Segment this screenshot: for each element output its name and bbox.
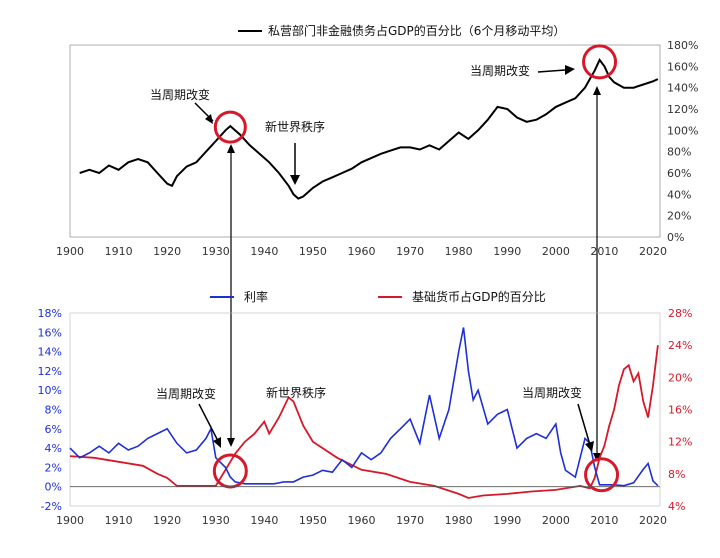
top-x-tick-label: 1960 (348, 245, 376, 258)
bottom-left-y-tick-label: 2% (45, 461, 62, 474)
top-y-tick-label: 180% (667, 39, 698, 52)
bottom-left-y-tick-label: 6% (45, 423, 62, 436)
bottom-x-tick-label: 1900 (56, 514, 84, 527)
top-annotation-arrowhead-3 (565, 65, 575, 75)
cycle-change-circle-bottom-1930s (212, 453, 248, 489)
bottom-right-y-tick-label: 28% (668, 307, 692, 320)
bottom-left-y-tick-label: 0% (45, 481, 62, 494)
bottom-right-y-tick-label: 8% (668, 468, 685, 481)
top-x-axis: 1900 1910 1920 1930 1940 1950 1960 1970 1980 1990… (56, 245, 667, 258)
top-x-tick-label: 1940 (250, 245, 278, 258)
connector-1930s-head-down (227, 438, 235, 447)
top-x-tick-label: 2010 (590, 245, 618, 258)
bottom-left-y-axis: -2% 0% 2% 4% 6% 8% 10% 12% 14% 16% 18% (38, 307, 62, 513)
top-x-tick-label: 1900 (56, 245, 84, 258)
top-y-tick-label: 160% (667, 60, 698, 73)
top-annotation-cycle-2: 当周期改变 (470, 63, 530, 78)
bottom-annotation-arrowhead-3 (585, 441, 594, 452)
bottom-right-y-tick-label: 4% (668, 500, 685, 513)
bottom-x-tick-label: 2020 (639, 514, 667, 527)
connector-2009-head-down (593, 453, 601, 462)
top-panel: 私营部门非金融债务占GDP的百分比（6个月移动平均） 1900 1910 1920 1… (56, 23, 698, 258)
bottom-left-y-tick-label: 10% (38, 384, 62, 397)
bottom-annotation-arrowhead-1 (213, 437, 221, 448)
bottom-x-tick-label: 2010 (590, 514, 618, 527)
bottom-x-tick-label: 1950 (299, 514, 327, 527)
bottom-right-y-tick-label: 20% (668, 371, 692, 384)
top-y-tick-label: 60% (667, 167, 691, 180)
connector-2009-head-up (593, 86, 601, 95)
top-y-tick-label: 20% (667, 210, 691, 223)
bottom-annotation-cycle-2: 当周期改变 (522, 385, 582, 400)
top-x-tick-label: 2020 (639, 245, 667, 258)
top-y-tick-label: 80% (667, 146, 691, 159)
bottom-right-y-tick-label: 16% (668, 404, 692, 417)
top-annotation-arrow-3 (537, 69, 566, 73)
bottom-left-y-tick-label: 14% (38, 346, 62, 359)
bottom-annotation-new-order: 新世界秩序 (266, 385, 326, 400)
top-x-tick-label: 1930 (202, 245, 230, 258)
bottom-annotation-cycle-1: 当周期改变 (156, 386, 216, 401)
bottom-panel: 利率 基础货币占GDP的百分比 1900 1910 1920 1930 1940 1950… (38, 289, 693, 527)
top-y-tick-label: 0% (667, 231, 684, 244)
top-x-tick-label: 1980 (445, 245, 473, 258)
top-y-axis: 0% 20% 40% 60% 80% 100% 120% 140% 160% 180% (667, 39, 698, 244)
interest-rate-series-line (69, 327, 659, 487)
bottom-x-axis: 1900 1910 1920 1930 1940 1950 1960 1970 1980 1990… (56, 514, 667, 527)
top-x-tick-label: 1990 (493, 245, 521, 258)
top-x-tick-label: 1910 (105, 245, 133, 258)
bottom-left-y-tick-label: 4% (45, 442, 62, 455)
connector-1930s-head-up (227, 144, 235, 153)
bottom-x-tick-label: 1930 (202, 514, 230, 527)
legend-label-rate: 利率 (244, 289, 268, 304)
bottom-x-tick-label: 1940 (250, 514, 278, 527)
bottom-x-tick-label: 1980 (445, 514, 473, 527)
cycle-change-circle-1930s (213, 110, 247, 144)
top-chart-title: 私营部门非金融债务占GDP的百分比（6个月移动平均） (268, 23, 565, 38)
bottom-right-y-tick-label: 24% (668, 339, 692, 352)
debt-to-gdp-series-line (79, 57, 659, 200)
bottom-right-y-tick-label: 12% (668, 436, 692, 449)
base-money-series-line (69, 345, 659, 499)
top-x-tick-label: 1920 (153, 245, 181, 258)
bottom-annotation-arrow-1 (198, 403, 219, 442)
top-x-tick-label: 1970 (396, 245, 424, 258)
bottom-x-tick-label: 1920 (153, 514, 181, 527)
bottom-left-y-tick-label: 18% (38, 307, 62, 320)
bottom-left-y-tick-label: 16% (38, 326, 62, 339)
top-plot-area (69, 44, 661, 238)
cycle-change-circle-2009 (582, 44, 618, 80)
bottom-right-y-axis: 4% 8% 12% 16% 20% 24% 28% (668, 307, 692, 513)
top-y-tick-label: 120% (667, 103, 698, 116)
top-annotation-new-order: 新世界秩序 (265, 119, 325, 134)
top-annotation-arrowhead-2 (290, 175, 300, 185)
bottom-x-tick-label: 1910 (105, 514, 133, 527)
top-annotation-cycle-1: 当周期改变 (150, 87, 210, 102)
bottom-left-y-tick-label: 8% (45, 404, 62, 417)
top-y-tick-label: 40% (667, 188, 691, 201)
bottom-x-tick-label: 1990 (493, 514, 521, 527)
bottom-x-tick-label: 1970 (396, 514, 424, 527)
bottom-x-tick-label: 2000 (542, 514, 570, 527)
bottom-x-tick-label: 1960 (348, 514, 376, 527)
top-y-tick-label: 100% (667, 124, 698, 137)
cycle-change-circle-bottom-2009 (584, 457, 620, 493)
panel-connectors (227, 86, 601, 462)
top-x-tick-label: 2000 (542, 245, 570, 258)
top-y-tick-label: 140% (667, 82, 698, 95)
bottom-left-y-tick-label: -2% (41, 500, 62, 513)
bottom-left-y-tick-label: 12% (38, 365, 62, 378)
top-x-tick-label: 1950 (299, 245, 327, 258)
legend-label-base-money: 基础货币占GDP的百分比 (412, 289, 546, 304)
bottom-annotation-arrow-3 (577, 403, 591, 446)
bottom-plot-area (69, 312, 661, 507)
top-annotation-arrowhead-1 (205, 114, 213, 124)
